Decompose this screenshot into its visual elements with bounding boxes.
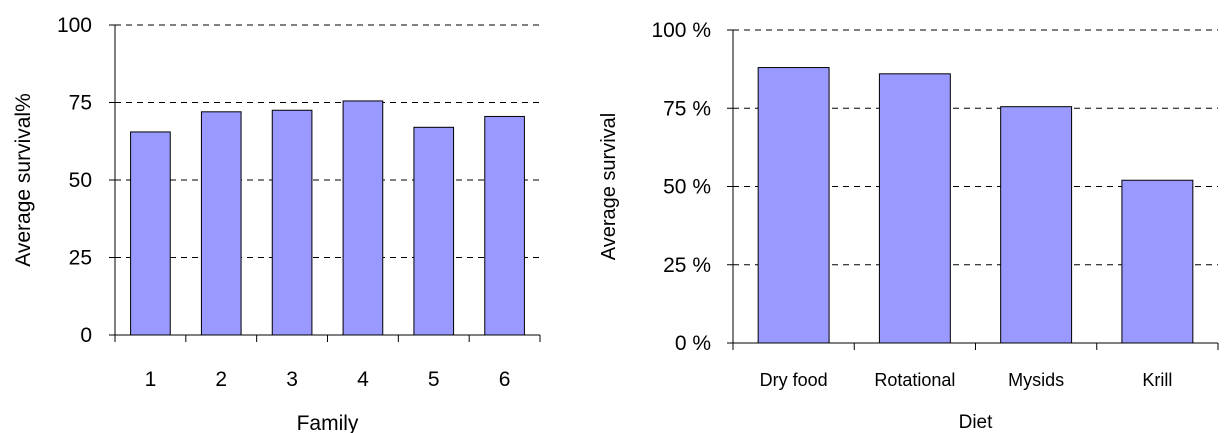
family-y-tick-label: 75 [69,92,92,115]
family-category-label: 5 [428,368,440,391]
family-y-tick-label: 50 [69,169,92,192]
diet-category-label: Mysids [1008,370,1064,390]
family-category-label: 6 [499,368,511,391]
diet-category-label: Krill [1142,370,1172,390]
family-bar [342,100,384,336]
diet-bar [1121,179,1194,344]
diet-y-tick-label: 50 % [663,176,711,199]
diet-x-axis-title: Diet [959,412,994,433]
family-category-label: 4 [357,368,369,391]
diet-y-tick-label: 75 % [663,97,711,120]
family-x-axis-title: Family [297,412,359,433]
diet-y-axis-title: Average survival [598,113,620,260]
diet-y-tick-label: 25 % [663,254,711,277]
diet-y-tick-label: 100 % [651,19,711,42]
family-y-tick-label: 0 [80,324,92,347]
diet-category-label: Rotational [874,370,955,390]
family-y-axis-title: Average survival% [12,93,35,267]
family-category-label: 1 [145,368,157,391]
diet-bar [757,67,830,344]
family-bar [130,131,171,336]
family-bar [271,109,313,336]
diet-bar [878,73,951,344]
family-bar [413,126,455,336]
family-category-label: 3 [286,368,298,391]
family-bar [200,111,242,336]
diet-bar [1000,106,1073,344]
diet-survival-chart: 0 % 25 % 50 % 75 % 100 % Dry food Rotational My… [598,19,1219,433]
family-bar [484,115,525,336]
diet-y-tick-label: 0 % [675,332,711,355]
family-category-label: 2 [215,368,227,391]
family-y-tick-label: 100 [57,14,92,37]
family-y-tick-label: 25 [69,247,92,270]
family-survival-chart: 0 25 50 75 100 1 2 3 4 5 6 Family Average survival% [12,14,541,433]
diet-category-label: Dry food [760,370,828,390]
